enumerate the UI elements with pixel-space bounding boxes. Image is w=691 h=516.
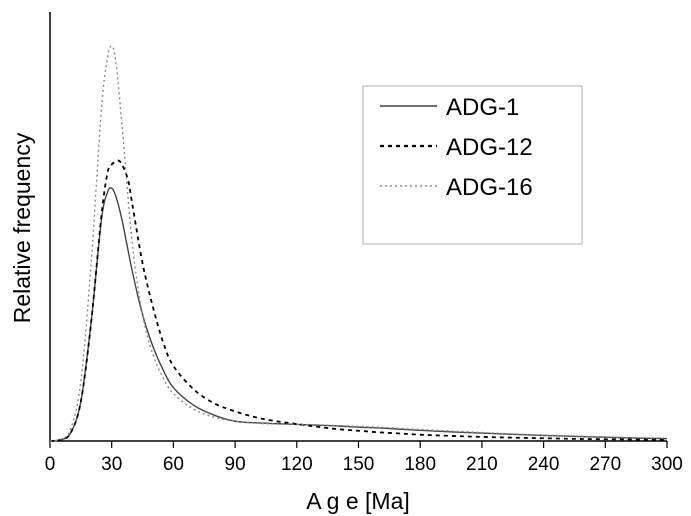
legend-label: ADG-1 [446,94,519,121]
x-tick-label: 300 [651,454,683,475]
x-tick-label: 270 [589,454,621,475]
x-tick-label: 180 [404,454,436,475]
x-axis-title: A g e [Ma] [306,488,410,514]
legend-label: ADG-16 [446,174,533,201]
x-tick-label: 30 [101,454,122,475]
x-tick-label: 150 [343,454,375,475]
series-line-adg-16 [49,45,668,442]
legend-label: ADG-12 [446,134,533,161]
x-tick-label: 120 [281,454,313,475]
legend-items: ADG-1 ADG-12 ADG-16 [380,94,533,201]
x-ticks: 0 30 60 90 120 150 180 210 240 270 300 [45,441,683,475]
x-tick-label: 90 [225,454,246,475]
legend: ADG-1 ADG-12 ADG-16 [362,85,583,245]
x-tick-label: 240 [528,454,560,475]
x-tick-label: 210 [466,454,498,475]
series-layer [49,45,668,442]
legend-box [362,85,583,245]
x-tick-label: 0 [45,454,56,475]
x-tick-label: 60 [163,454,184,475]
y-axis-title: Relative frequency [9,132,35,323]
plot-area: 0 30 60 90 120 150 180 210 240 270 300 [45,12,683,475]
series-line-adg-12 [49,159,668,442]
series-line-adg-1 [49,187,668,442]
